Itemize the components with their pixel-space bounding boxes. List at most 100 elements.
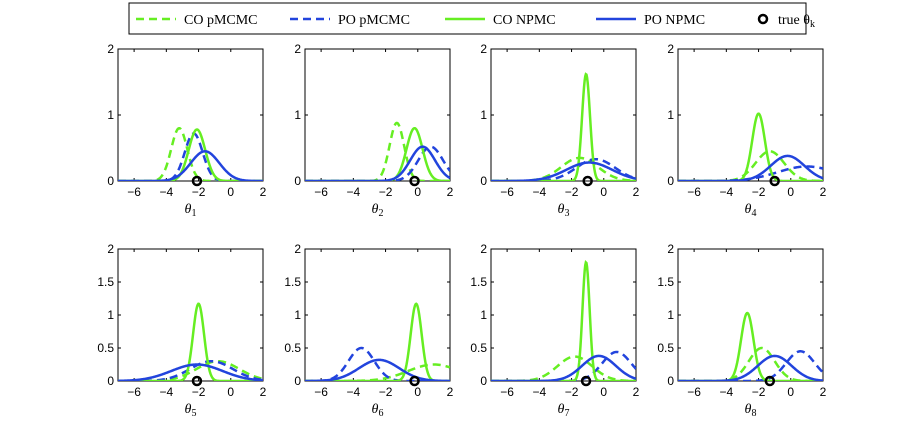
series-po-npmc bbox=[305, 358, 450, 381]
y-tick-label: 1.5 bbox=[657, 275, 674, 289]
y-tick-label: 1 bbox=[294, 308, 301, 322]
legend-label: CO pMCMC bbox=[184, 13, 258, 28]
x-tick-label: 2 bbox=[633, 385, 640, 399]
x-tick-label: −6 bbox=[127, 185, 141, 199]
series-co-pmcmc bbox=[305, 121, 450, 181]
x-tick-label: 0 bbox=[227, 385, 234, 399]
x-tick-label: −4 bbox=[159, 385, 173, 399]
axes-box bbox=[490, 48, 637, 182]
panel-6: −6 −4 −2 0 2 0 0.5 1 1.5 2 θ6 bbox=[284, 242, 453, 419]
legend-entry: true θk bbox=[757, 13, 815, 30]
legend-label: true θk bbox=[778, 13, 815, 30]
series-co-npmc bbox=[118, 302, 263, 381]
series-po-npmc bbox=[491, 354, 636, 381]
y-tick-label: 0 bbox=[107, 374, 114, 388]
series-co-npmc bbox=[305, 302, 450, 381]
series-po-npmc bbox=[491, 161, 636, 181]
panel-8: −6 −4 −2 0 2 0 0.5 1 1.5 2 θ8 bbox=[657, 242, 826, 419]
y-tick-label: 0 bbox=[667, 374, 674, 388]
x-axis-label: θ1 bbox=[185, 202, 197, 219]
panel-3: −6 −4 −2 0 2 0 1 2 θ3 bbox=[480, 42, 639, 219]
y-tick-label: 2 bbox=[294, 42, 301, 56]
true-value-marker bbox=[582, 175, 593, 187]
x-tick-label: −6 bbox=[314, 385, 328, 399]
y-tick-label: 0.5 bbox=[470, 341, 487, 355]
legend-marker bbox=[757, 13, 769, 25]
legend-entry: PO NPMC bbox=[596, 13, 705, 28]
true-value-marker bbox=[191, 375, 203, 387]
true-value-marker bbox=[409, 375, 420, 387]
y-tick-label: 1.5 bbox=[97, 275, 114, 289]
x-tick-label: −6 bbox=[500, 385, 514, 399]
x-tick-label: 0 bbox=[600, 385, 607, 399]
legend-label: PO NPMC bbox=[644, 13, 705, 28]
y-tick-label: 2 bbox=[480, 42, 487, 56]
y-tick-label: 0.5 bbox=[284, 341, 301, 355]
y-tick-label: 0.5 bbox=[97, 341, 114, 355]
y-tick-label: 0 bbox=[480, 174, 487, 188]
x-axis-label: θ2 bbox=[372, 202, 384, 219]
series-co-pmcmc bbox=[118, 126, 263, 181]
x-tick-label: 2 bbox=[820, 385, 827, 399]
series-co-pmcmc bbox=[491, 156, 636, 181]
x-tick-label: 0 bbox=[600, 185, 607, 199]
y-tick-label: 0.5 bbox=[657, 341, 674, 355]
y-tick-label: 1 bbox=[480, 108, 487, 122]
legend-label: PO pMCMC bbox=[338, 13, 410, 28]
x-tick-label: 0 bbox=[227, 185, 234, 199]
panel-5: −6 −4 −2 0 2 0 0.5 1 1.5 2 θ5 bbox=[97, 242, 266, 419]
series-co-npmc bbox=[678, 112, 823, 181]
series-co-npmc bbox=[678, 311, 823, 381]
y-tick-label: 0 bbox=[107, 174, 114, 188]
axes-box bbox=[304, 48, 451, 182]
panel-1: −6 −4 −2 0 2 0 1 2 θ1 bbox=[107, 42, 266, 219]
x-tick-label: 2 bbox=[633, 185, 640, 199]
legend-entry: PO pMCMC bbox=[290, 13, 410, 28]
x-tick-label: −2 bbox=[379, 385, 393, 399]
x-axis-label: θ7 bbox=[558, 402, 570, 419]
y-tick-label: 0 bbox=[294, 374, 301, 388]
series-po-npmc bbox=[118, 363, 263, 381]
true-value-marker bbox=[580, 375, 592, 387]
legend: CO pMCMC PO pMCMC CO NPMC PO NPMC true θk bbox=[128, 2, 815, 35]
legend-entry: CO NPMC bbox=[445, 13, 556, 28]
x-axis-label: θ8 bbox=[745, 402, 757, 419]
y-tick-label: 1 bbox=[107, 108, 114, 122]
y-tick-label: 1.5 bbox=[470, 275, 487, 289]
x-tick-label: −6 bbox=[314, 185, 328, 199]
y-tick-label: 2 bbox=[667, 242, 674, 256]
y-tick-label: 1 bbox=[294, 108, 301, 122]
x-tick-label: −4 bbox=[532, 385, 546, 399]
x-axis-label: θ6 bbox=[372, 402, 384, 419]
y-tick-label: 0 bbox=[667, 174, 674, 188]
x-tick-label: −6 bbox=[127, 385, 141, 399]
true-value-marker bbox=[769, 175, 780, 187]
y-tick-label: 1 bbox=[667, 108, 674, 122]
series-co-npmc bbox=[491, 72, 636, 181]
x-tick-label: 2 bbox=[447, 185, 454, 199]
panel-7: −6 −4 −2 0 2 0 0.5 1 1.5 2 θ7 bbox=[470, 242, 639, 419]
x-tick-label: 0 bbox=[787, 385, 794, 399]
y-tick-label: 2 bbox=[667, 42, 674, 56]
series-po-npmc bbox=[118, 150, 263, 181]
x-tick-label: −2 bbox=[379, 185, 393, 199]
series-po-pmcmc bbox=[491, 350, 636, 381]
panel-4: −6 −4 −2 0 2 0 1 2 θ4 bbox=[667, 42, 826, 219]
x-tick-label: −2 bbox=[752, 385, 766, 399]
y-tick-label: 1.5 bbox=[284, 275, 301, 289]
x-tick-label: −2 bbox=[565, 385, 579, 399]
axes-box bbox=[677, 248, 824, 382]
x-tick-label: −4 bbox=[532, 185, 546, 199]
x-tick-label: 2 bbox=[820, 185, 827, 199]
y-tick-label: 2 bbox=[107, 242, 114, 256]
x-tick-label: 0 bbox=[414, 385, 421, 399]
x-tick-label: −4 bbox=[159, 185, 173, 199]
x-tick-label: −6 bbox=[500, 185, 514, 199]
legend-label: CO NPMC bbox=[493, 13, 556, 28]
y-tick-label: 2 bbox=[294, 242, 301, 256]
x-tick-label: 0 bbox=[787, 185, 794, 199]
x-tick-label: −6 bbox=[687, 185, 701, 199]
true-value-marker bbox=[191, 175, 203, 187]
x-axis-label: θ4 bbox=[745, 202, 757, 219]
x-axis-label: θ3 bbox=[558, 202, 570, 219]
